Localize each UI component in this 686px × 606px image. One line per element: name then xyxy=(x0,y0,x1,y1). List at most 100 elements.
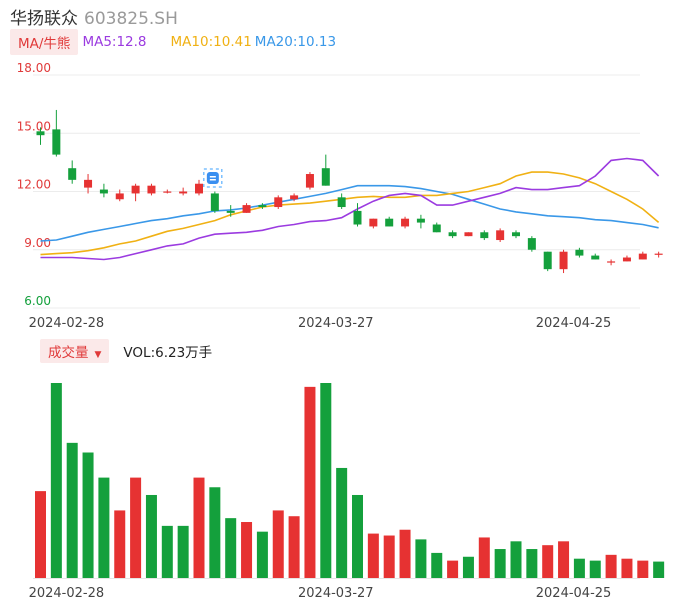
candle-body xyxy=(52,129,61,155)
volume-bar xyxy=(66,442,78,578)
candle-body xyxy=(559,251,568,270)
stock-code: 603825.SH xyxy=(84,9,178,29)
y-tick-label: 12.00 xyxy=(17,178,51,192)
volume-bar xyxy=(352,494,363,578)
candle-body xyxy=(274,197,283,208)
volume-bar xyxy=(114,510,126,578)
candle-body xyxy=(385,218,394,227)
volume-bar xyxy=(621,558,633,578)
candle-body xyxy=(416,218,425,223)
volume-x-tick-label: 2024-04-25 xyxy=(536,586,612,601)
volume-x-tick-label: 2024-02-28 xyxy=(29,586,105,601)
candle-body xyxy=(432,224,441,233)
ma-indicator-badge[interactable]: MA/牛熊 xyxy=(10,29,79,55)
volume-bar xyxy=(447,560,459,578)
volume-bar xyxy=(383,535,395,578)
x-tick-label: 2024-04-25 xyxy=(536,316,612,331)
candle-body xyxy=(607,261,616,263)
candle-body xyxy=(115,193,124,200)
candle-body xyxy=(321,168,330,186)
volume-bar xyxy=(478,537,490,578)
volume-bar xyxy=(177,525,189,578)
volume-bar xyxy=(256,531,268,578)
candle-body xyxy=(654,253,663,255)
volume-bar xyxy=(209,487,221,578)
volume-badge-label: 成交量 xyxy=(48,345,89,361)
ma20-label: MA20:10.13 xyxy=(254,34,337,50)
x-tick-label: 2024-02-28 xyxy=(29,316,105,331)
candle-body xyxy=(290,195,299,200)
candle-body xyxy=(464,232,473,237)
ma5-label: MA5:12.8 xyxy=(82,34,147,50)
ma10-label: MA10:10.41 xyxy=(170,34,252,50)
news-icon xyxy=(206,172,219,184)
candle-body xyxy=(68,168,77,180)
candle-body xyxy=(512,232,520,237)
volume-bar xyxy=(161,525,173,578)
volume-bar xyxy=(336,467,348,578)
stock-name: 华扬联众 xyxy=(10,9,78,29)
volume-bar xyxy=(145,494,157,578)
volume-bar xyxy=(605,554,617,578)
y-tick-label: 9.00 xyxy=(24,236,51,250)
candle-body xyxy=(163,191,172,193)
volume-x-tick-label: 2024-03-27 xyxy=(298,586,374,601)
news-icon-line xyxy=(209,176,216,178)
candle-body xyxy=(401,218,410,227)
volume-bar xyxy=(225,518,237,578)
volume-bar xyxy=(589,560,601,578)
volume-bar xyxy=(431,552,443,578)
caret-down-icon: ▼ xyxy=(94,350,102,360)
ma5-line xyxy=(40,157,660,261)
candle-body xyxy=(527,238,536,250)
candle-body xyxy=(147,185,156,194)
volume-bar xyxy=(542,545,554,578)
candle-body xyxy=(195,183,203,194)
volume-bar xyxy=(653,561,665,578)
candle-body xyxy=(575,249,584,256)
candle-body xyxy=(337,197,346,208)
volume-bar xyxy=(35,491,46,578)
news-icon-line xyxy=(209,179,216,181)
candle-body xyxy=(99,189,108,194)
stock-title: 华扬联众 603825.SH xyxy=(10,4,178,29)
volume-bar xyxy=(526,549,538,578)
candle-body xyxy=(84,179,93,188)
news-marker-frame xyxy=(203,168,223,188)
volume-bar xyxy=(399,529,411,578)
candle-body xyxy=(226,210,235,213)
volume-bar xyxy=(637,560,649,578)
volume-bar xyxy=(510,541,522,578)
y-tick-label: 15.00 xyxy=(17,119,51,133)
candle-body xyxy=(496,230,505,241)
candle-body xyxy=(131,185,140,194)
volume-bar xyxy=(367,533,379,578)
volume-value: VOL:6.23万手 xyxy=(123,345,213,361)
candle-body xyxy=(179,191,188,194)
volume-indicator-badge[interactable]: 成交量 ▼ xyxy=(40,339,110,363)
volume-bar xyxy=(415,539,427,578)
volume-legend: 成交量 ▼ VOL:6.23万手 xyxy=(40,339,213,363)
candle-body xyxy=(622,257,631,262)
ma10-line xyxy=(40,171,660,256)
volume-bar xyxy=(462,556,474,578)
volume-bar xyxy=(130,477,142,578)
volume-bar xyxy=(272,510,284,578)
candle-body xyxy=(242,205,251,213)
ma20-line xyxy=(40,184,659,242)
candle-body xyxy=(353,210,362,225)
candle-body xyxy=(638,253,647,260)
candle-body xyxy=(480,232,489,239)
volume-bar xyxy=(288,516,300,578)
candle-body xyxy=(36,131,45,136)
candle-body xyxy=(305,174,314,188)
candle-body xyxy=(210,193,219,211)
y-tick-label: 6.00 xyxy=(24,294,51,308)
volume-bar xyxy=(193,477,205,578)
x-tick-label: 2024-03-27 xyxy=(298,316,374,331)
volume-bar xyxy=(494,549,506,578)
y-tick-label: 18.00 xyxy=(17,61,51,75)
ma-legend: MA/牛熊 MA5:12.8 MA10:10.41 MA20:10.13 xyxy=(10,29,337,55)
volume-bar xyxy=(82,452,94,578)
